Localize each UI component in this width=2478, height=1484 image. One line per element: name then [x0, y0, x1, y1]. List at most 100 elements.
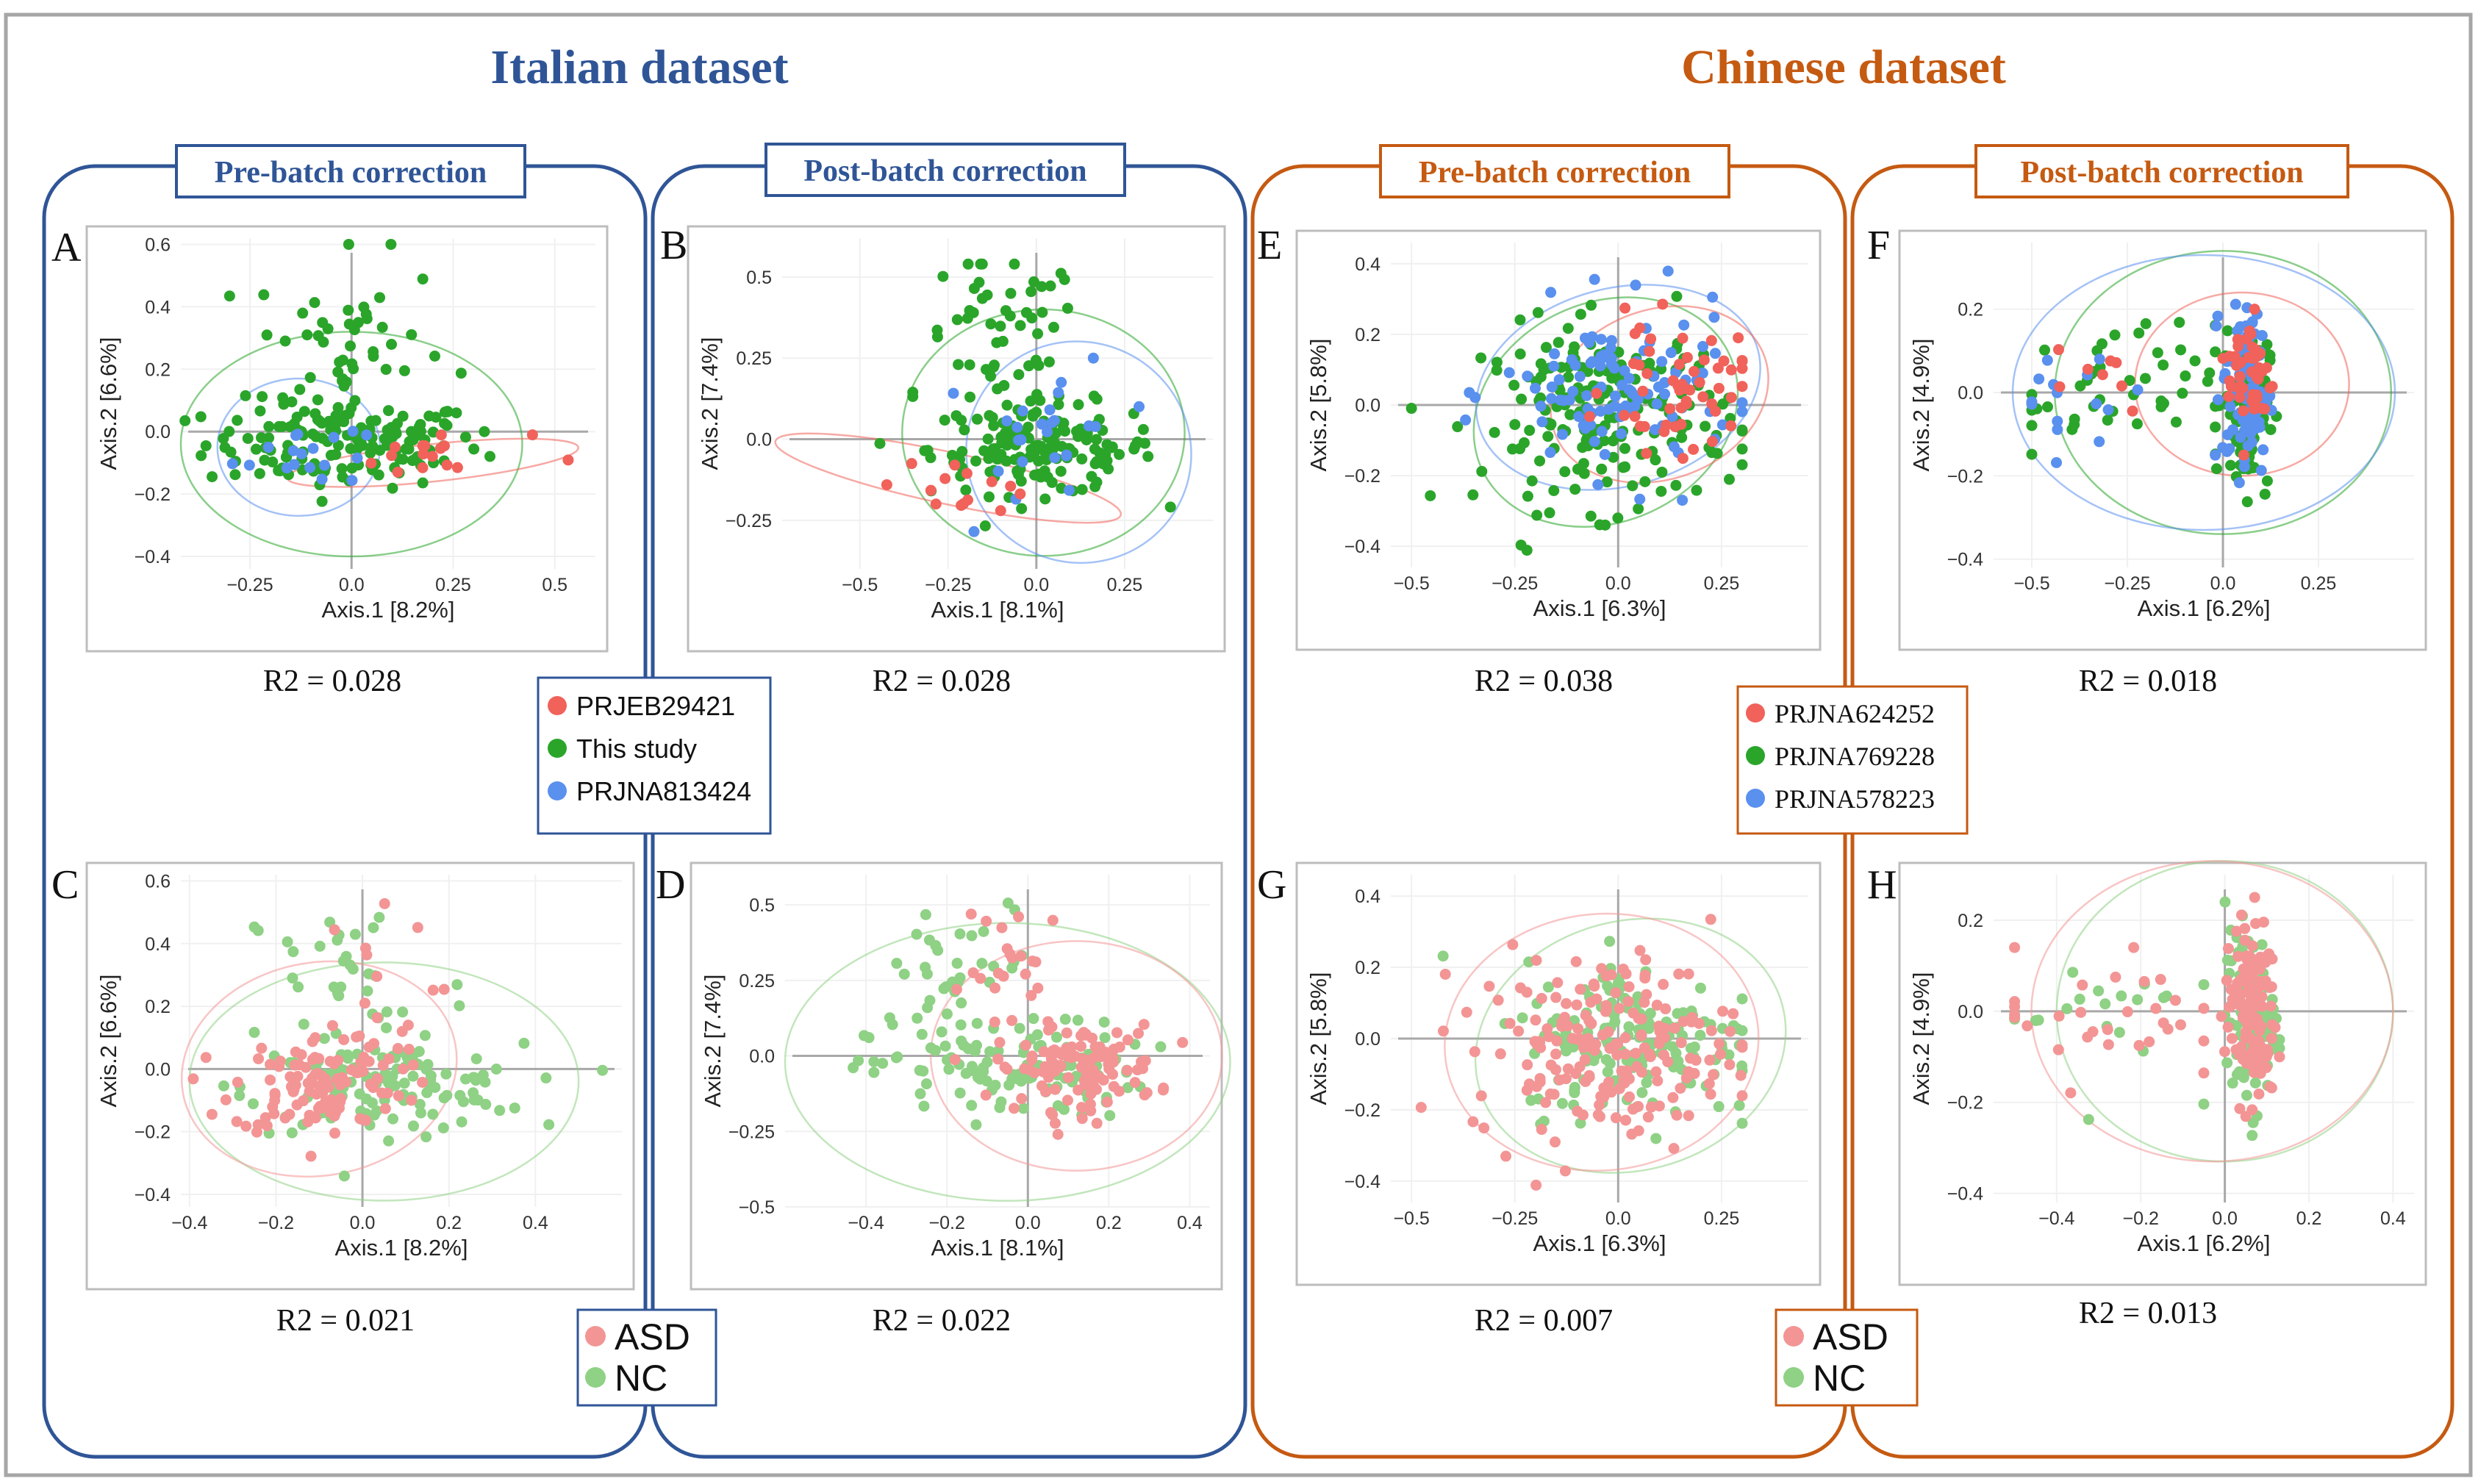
data-point: [1640, 954, 1652, 966]
data-point: [1650, 454, 1661, 466]
data-point: [1674, 359, 1686, 370]
data-point: [1653, 1100, 1665, 1112]
data-point: [1553, 337, 1564, 348]
data-point: [994, 1102, 1006, 1114]
legend-label-prjeb29421: PRJEB29421: [576, 691, 735, 721]
data-point: [1559, 466, 1571, 478]
data-point: [1713, 1101, 1725, 1113]
data-point: [366, 442, 378, 454]
data-point: [971, 413, 983, 425]
data-point: [1694, 1030, 1706, 1042]
data-point: [1676, 431, 1688, 443]
data-point: [1610, 1039, 1622, 1050]
data-point: [304, 1109, 315, 1121]
header-chinese-post: Post-batch correction: [2020, 156, 2303, 190]
data-point: [470, 1075, 481, 1086]
data-point: [355, 1114, 367, 1125]
data-point: [1038, 1066, 1050, 1078]
data-point: [2155, 395, 2167, 407]
series-this-study: [226, 426, 373, 487]
data-point: [317, 317, 329, 329]
data-point: [2238, 405, 2249, 417]
data-point: [2082, 363, 2094, 375]
data-point: [1033, 468, 1045, 480]
legend-label-nc-chinese: NC: [1813, 1358, 1866, 1399]
data-point: [285, 1080, 297, 1092]
data-point: [1049, 1117, 1061, 1129]
data-point: [1049, 1083, 1061, 1095]
data-point: [1697, 340, 1708, 352]
data-point: [2249, 892, 2260, 903]
legend-dot-prjna578223: [1746, 789, 1765, 808]
y-axis-title: Axis.2 [4.9%]: [1908, 972, 1934, 1105]
data-point: [2102, 1024, 2113, 1036]
data-point: [1727, 1008, 1739, 1019]
r2-label: R2 = 0.038: [1475, 664, 1613, 698]
data-point: [1572, 1033, 1583, 1045]
data-point: [1629, 411, 1641, 423]
x-tick-label: −0.25: [2104, 573, 2150, 594]
data-point: [1622, 995, 1634, 1007]
data-point: [243, 459, 255, 471]
data-point: [1597, 1029, 1608, 1041]
data-point: [379, 897, 390, 909]
data-point: [1589, 981, 1600, 992]
data-point: [1097, 1074, 1109, 1086]
data-point: [2189, 355, 2201, 367]
data-point: [330, 1107, 342, 1119]
data-point: [1706, 436, 1718, 448]
data-point: [1177, 1036, 1189, 1048]
panel-letter-d: D: [656, 862, 685, 908]
x-tick-label: 0.5: [542, 575, 567, 595]
data-point: [2251, 392, 2263, 404]
data-point: [848, 1062, 859, 1074]
data-point: [1685, 1042, 1697, 1054]
data-point: [2232, 950, 2244, 962]
data-point: [343, 304, 354, 316]
data-point: [1405, 403, 1417, 415]
data-point: [964, 359, 975, 370]
x-axis-title: Axis.1 [8.1%]: [931, 1235, 1064, 1261]
data-point: [1636, 1030, 1647, 1042]
data-point: [2038, 344, 2050, 356]
data-point: [1713, 382, 1725, 394]
data-point: [951, 958, 963, 969]
data-point: [543, 1119, 555, 1130]
data-point: [2246, 1130, 2258, 1141]
data-point: [1129, 1077, 1141, 1089]
data-point: [2174, 317, 2185, 329]
data-point: [1046, 476, 1058, 488]
data-point: [1491, 365, 1503, 376]
data-point: [329, 1128, 340, 1139]
data-point: [1579, 1054, 1591, 1066]
data-point: [1577, 1109, 1589, 1121]
data-point: [1586, 331, 1598, 343]
data-point: [1081, 434, 1092, 445]
data-point: [1703, 1078, 1715, 1089]
data-point: [981, 1056, 993, 1068]
data-point: [1582, 365, 1594, 377]
y-tick-label: −0.4: [1947, 1184, 1983, 1205]
data-point: [1033, 359, 1045, 371]
data-point: [937, 270, 949, 282]
data-point: [379, 1103, 391, 1114]
data-point: [939, 473, 951, 484]
data-point: [1619, 1048, 1631, 1060]
data-point: [1570, 1068, 1582, 1080]
data-point: [490, 1063, 502, 1075]
data-point: [1736, 425, 1748, 437]
data-point: [1545, 287, 1557, 298]
data-point: [398, 1078, 410, 1089]
r2-label: R2 = 0.018: [2079, 664, 2217, 698]
data-point: [1015, 434, 1027, 445]
data-point: [218, 433, 229, 445]
data-point: [2116, 380, 2127, 392]
data-point: [421, 1087, 433, 1099]
data-point: [1536, 1124, 1547, 1136]
data-point: [240, 1120, 252, 1132]
data-point: [1650, 1133, 1662, 1144]
y-axis-title: Axis.2 [5.8%]: [1306, 339, 1331, 472]
data-point: [2212, 394, 2224, 406]
data-point: [1614, 1003, 1625, 1014]
data-point: [962, 1043, 974, 1055]
